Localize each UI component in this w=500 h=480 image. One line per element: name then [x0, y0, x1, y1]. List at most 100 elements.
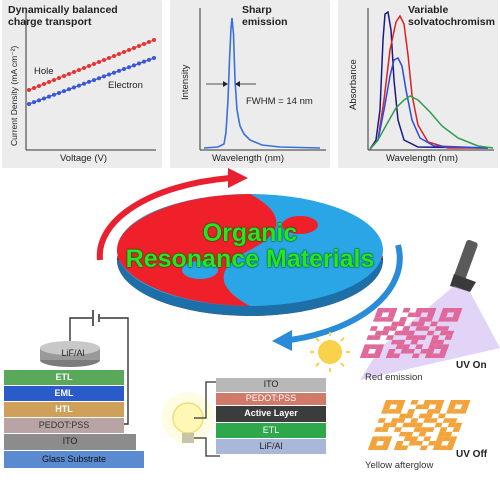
opv-layer-etl: ETL	[216, 423, 326, 438]
yellow-qr-module	[433, 409, 442, 414]
solvatochromism-panel: Variable solvatochromism Wavelength (nm)…	[338, 0, 498, 168]
yellow-qr-module	[382, 422, 391, 428]
hole-point	[72, 70, 76, 74]
yellow-qr-module	[423, 400, 432, 405]
red-qr-module	[402, 308, 411, 313]
charge-transport-title: Dynamically balanced charge transport	[8, 4, 118, 28]
red-qr-module	[452, 312, 461, 318]
red-qr-module	[406, 348, 416, 354]
red-qr-module	[400, 348, 409, 354]
red-qr-module	[421, 326, 430, 331]
red-qr-module	[372, 335, 382, 340]
fwhm-annotation: FWHM = 14 nm	[246, 96, 313, 107]
red-qr-module	[390, 339, 399, 345]
center-title-line2: Resonance Materials	[125, 245, 375, 273]
yellow-qr-module	[410, 436, 419, 441]
electron-series	[27, 56, 156, 106]
electron-point	[122, 67, 126, 72]
red-qr-module	[444, 317, 453, 322]
red-qr-module	[410, 339, 419, 345]
red-qr-module	[386, 317, 395, 322]
hole-point	[112, 54, 116, 58]
hole-point	[62, 74, 66, 78]
yellow-qr-module	[387, 409, 396, 414]
red-qr-module	[392, 353, 401, 359]
yellow-qr-module	[377, 418, 386, 423]
hole-point	[47, 80, 51, 84]
charge-transport-title-line2: charge transport	[8, 16, 92, 28]
red-qr-module	[399, 317, 408, 322]
electron-point	[112, 70, 116, 75]
hole-point	[127, 48, 131, 52]
emission-xlabel: Wavelength (nm)	[212, 153, 284, 164]
red-qr-module	[382, 308, 391, 313]
red-qr-module	[366, 353, 375, 359]
yellow-qr-module	[449, 436, 458, 441]
hole-point	[52, 78, 56, 82]
red-qr-module	[447, 308, 456, 313]
electron-point	[137, 61, 141, 66]
yellow-qr-module	[426, 409, 435, 414]
oled-layer-etl: ETL	[4, 370, 124, 385]
opv-layer-active: Active Layer	[216, 406, 326, 422]
red-qr-module	[379, 317, 388, 322]
red-qr-module	[441, 326, 450, 331]
electron-point	[132, 63, 136, 68]
yellow-qr-module	[415, 404, 424, 410]
yellow-qr-module	[405, 431, 414, 437]
oled-layer-htl: HTL	[4, 402, 124, 417]
red-hole	[282, 216, 318, 234]
yellow-qr-module	[429, 418, 438, 423]
yellow-qr-module	[394, 409, 403, 414]
yin-yang-disc	[117, 194, 383, 306]
yellow-qr-module	[454, 422, 463, 428]
oled-layer-lif-al: LiF/Al	[61, 348, 85, 358]
yellow-qr-module	[390, 400, 399, 405]
yellow-qr-module	[452, 427, 461, 432]
yellow-qr-module	[459, 409, 468, 414]
yellow-qr-module	[380, 427, 390, 432]
absorbance-curve-red	[369, 14, 488, 150]
electron-point	[82, 81, 86, 86]
yellow-qr-module	[418, 413, 427, 419]
electron-point	[47, 94, 51, 99]
red-qr-module	[402, 344, 411, 349]
red-qr-code	[359, 308, 463, 359]
yellow-qr-module	[419, 445, 428, 451]
red-qr-module	[418, 335, 427, 340]
red-qr-module	[441, 344, 450, 349]
charge-transport-plot	[25, 8, 156, 151]
electron-point	[87, 79, 91, 84]
electron-point	[62, 89, 66, 94]
red-qr-module	[418, 317, 427, 322]
opv-layer-pedot: PEDOT:PSS	[216, 393, 326, 405]
red-qr-module	[359, 353, 368, 359]
electron-point	[127, 65, 131, 70]
solvatochromism-title-line1: Variable	[408, 4, 449, 16]
hole-point	[132, 46, 136, 50]
yellow-qr-module	[446, 409, 455, 414]
yellow-qr-module	[445, 445, 454, 451]
electron-point	[102, 74, 106, 79]
oled-layer-ito: ITO	[4, 434, 136, 450]
yellow-qr-module	[447, 440, 456, 446]
yellow-qr-module	[423, 436, 432, 441]
blue-hole	[182, 261, 218, 279]
yellow-qr-module	[374, 427, 383, 432]
red-qr-module	[416, 321, 426, 327]
yellow-qr-module	[374, 445, 383, 451]
electron-point	[107, 72, 111, 77]
opv-device	[162, 332, 350, 457]
charge-transport-panel: Dynamically balanced charge transport Ho…	[2, 0, 162, 168]
yellow-qr-module	[380, 445, 389, 451]
yellow-qr-module	[418, 431, 427, 437]
red-qr-module	[389, 308, 398, 313]
yellow-qr-module	[397, 400, 406, 405]
red-qr-module	[397, 321, 406, 327]
red-qr-module	[439, 348, 448, 354]
red-qr-module	[437, 353, 446, 359]
uv-flashlight-icon	[450, 239, 478, 292]
hole-point	[102, 58, 106, 62]
yellow-qr-module	[382, 440, 391, 446]
yellow-qr-module	[442, 436, 451, 441]
